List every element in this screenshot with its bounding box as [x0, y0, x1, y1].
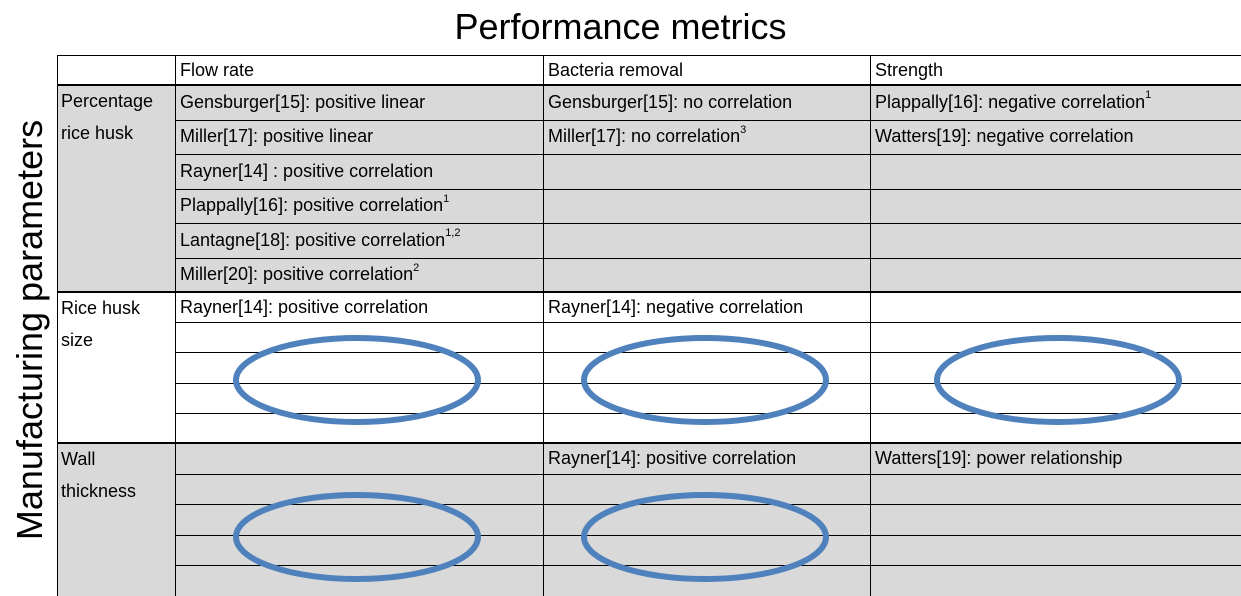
row-line — [175, 119, 1241, 121]
table-cell: Rayner[14]: positive correlation — [543, 443, 870, 474]
table-cell: Watters[19]: negative correlation — [870, 120, 1241, 155]
superscript: 1 — [1145, 89, 1152, 102]
row-line — [175, 257, 1241, 259]
column-header: Flow rate — [180, 60, 255, 80]
column-line — [175, 55, 176, 596]
table-cell: Gensburger[15]: positive linear — [175, 85, 543, 120]
superscript: 3 — [740, 123, 747, 136]
row-line — [175, 473, 1241, 475]
row-line — [175, 504, 1241, 506]
cell-text: Miller[17]: no correlation — [548, 126, 741, 147]
cell-text: Plappally[16]: negative correlation — [875, 91, 1146, 112]
cell-text: Gensburger[15]: positive linear — [180, 91, 426, 112]
row-line — [175, 534, 1241, 536]
row-line — [175, 188, 1241, 190]
row-line — [175, 352, 1241, 354]
row-line — [175, 154, 1241, 155]
table-cell: Plappally[16]: negative correlation 1 — [870, 85, 1241, 120]
row-line — [175, 322, 1241, 324]
column-header: Strength — [875, 60, 944, 80]
group-background — [57, 443, 1241, 596]
row-line — [175, 412, 1241, 414]
cell-text: Rayner[14]: positive correlation — [180, 296, 429, 317]
cell-text: Rayner[14] : positive correlation — [180, 160, 434, 181]
group-label: Percentage rice husk — [61, 91, 154, 143]
cell-text: Lantagne[18]: positive correlation — [180, 229, 446, 250]
table-cell: Plappally[16]: positive correlation 1 — [175, 189, 543, 224]
title: Performance metrics — [454, 6, 787, 47]
group-label: Wall thickness — [61, 449, 137, 501]
row-line — [175, 223, 1241, 224]
header-top-line — [57, 55, 1241, 56]
group-line — [57, 442, 1241, 444]
table-cell: Miller[17]: positive linear — [175, 120, 543, 155]
table-cell: Miller[20]: positive correlation 2 — [175, 258, 543, 293]
oval — [934, 335, 1182, 425]
cell-text: Rayner[14]: negative correlation — [548, 296, 804, 317]
table-cell: Gensburger[15]: no correlation — [543, 85, 870, 120]
superscript: 2 — [413, 261, 420, 274]
oval — [233, 492, 481, 582]
cell-text: Miller[17]: positive linear — [180, 126, 374, 147]
table-cell: Rayner[14] : positive correlation — [175, 154, 543, 189]
table-cell: Rayner[14]: negative correlation — [543, 292, 870, 322]
cell-text: Miller[20]: positive correlation — [180, 264, 414, 285]
column-line — [57, 55, 58, 596]
cell-text: Watters[19]: negative correlation — [875, 126, 1134, 147]
oval — [581, 335, 829, 425]
superscript: 1,2 — [445, 227, 461, 240]
group-label: Rice husk size — [61, 298, 141, 350]
table-cell: Rayner[14]: positive correlation — [175, 292, 543, 322]
cell-text: Rayner[14]: positive correlation — [548, 447, 797, 468]
cell-text: Plappally[16]: positive correlation — [180, 195, 444, 216]
column-line — [543, 55, 544, 596]
superscript: 1 — [443, 192, 450, 205]
group-line — [57, 291, 1241, 293]
column-line — [870, 55, 871, 596]
row-line — [175, 382, 1241, 384]
column-header: Bacteria removal — [548, 60, 684, 80]
oval — [233, 335, 481, 425]
table-cell: Miller[17]: no correlation 3 — [543, 120, 870, 155]
cell-text: Gensburger[15]: no correlation — [548, 91, 793, 112]
table-cell: Watters[19]: power relationship — [870, 443, 1241, 474]
table-cell: Lantagne[18]: positive correlation 1,2 — [175, 223, 543, 258]
row-line — [175, 565, 1241, 567]
group-line — [57, 84, 1241, 86]
cell-text: Watters[19]: power relationship — [875, 447, 1123, 468]
oval — [581, 492, 829, 582]
